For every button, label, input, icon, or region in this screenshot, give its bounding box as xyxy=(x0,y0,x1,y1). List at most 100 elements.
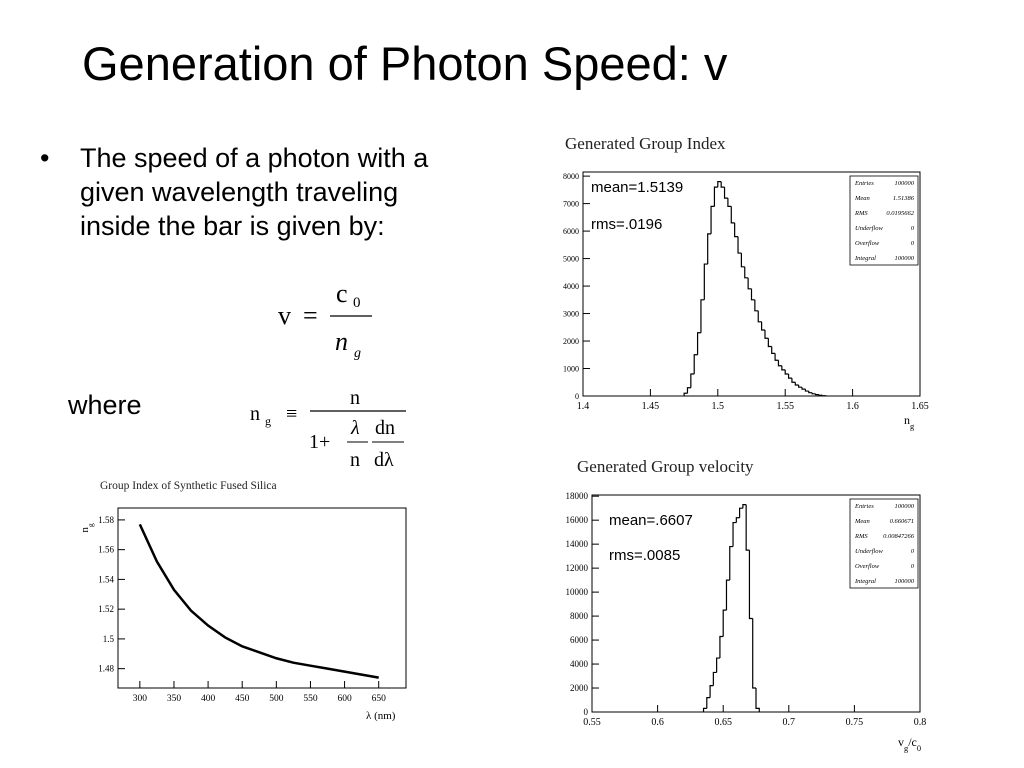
histogram-bin xyxy=(683,392,688,396)
axis-label: ng xyxy=(904,413,915,431)
stats-label: Mean xyxy=(854,518,870,525)
histogram-bin xyxy=(713,186,718,207)
stats-value: 0.660671 xyxy=(890,518,914,525)
y-tick-label: 1.58 xyxy=(98,515,114,525)
histogram-bin xyxy=(737,236,742,254)
histogram-bin xyxy=(717,181,722,188)
x-tick-label: 0.8 xyxy=(914,717,927,728)
histogram-bin xyxy=(740,253,745,268)
histogram-bin xyxy=(745,504,750,551)
histogram-bin xyxy=(757,310,762,323)
histogram-bin xyxy=(787,374,792,379)
axis-label-part: 0 xyxy=(917,744,921,753)
x-tick-label: 350 xyxy=(167,694,182,704)
x-tick-label: 0.55 xyxy=(583,717,601,728)
stats-value: 0 xyxy=(911,563,915,570)
y-tick-label: 1.48 xyxy=(98,664,114,674)
histogram-bin xyxy=(798,385,803,388)
x-tick-label: 1.6 xyxy=(846,401,859,412)
histogram-bin xyxy=(755,688,760,712)
histogram-bin xyxy=(761,321,765,331)
stats-value: 0 xyxy=(911,240,915,247)
stats-label: RMS xyxy=(854,210,868,217)
stats-label: Underflow xyxy=(855,548,883,555)
x-tick-label: 0.7 xyxy=(783,717,796,728)
histogram-bin xyxy=(716,657,720,673)
histogram-bin xyxy=(814,393,819,396)
x-tick-label: 0.6 xyxy=(651,717,664,728)
histogram-bin xyxy=(821,395,827,397)
histogram-bin xyxy=(732,521,737,547)
stats-label: Overflow xyxy=(855,563,880,570)
axis-label-part: g xyxy=(904,744,909,753)
x-tick-label: 500 xyxy=(269,694,284,704)
equation-2: n g ≡ n 1+ λ n dn dλ xyxy=(250,387,406,471)
histogram-bin xyxy=(794,382,799,386)
y-tick-label: 6000 xyxy=(570,635,589,645)
histogram-bin xyxy=(750,288,755,301)
stats-label: Underflow xyxy=(855,225,883,232)
stats-value: 0.0195662 xyxy=(886,210,914,217)
axis-label-part: λ (nm) xyxy=(366,710,396,722)
axis-label-part: v xyxy=(898,735,904,749)
y-tick-label: 1.54 xyxy=(98,574,114,584)
histogram-bin xyxy=(764,330,769,339)
bullet: • The speed of a photon with a given wave… xyxy=(40,141,470,243)
histogram-bin xyxy=(719,635,724,659)
histogram-bin xyxy=(710,205,715,234)
y-tick-label: 0 xyxy=(584,707,589,717)
stats-box xyxy=(849,498,919,589)
histogram-bin xyxy=(727,198,732,207)
eq-text: g xyxy=(354,346,361,361)
eq-text: 1+ xyxy=(309,431,330,453)
x-tick-label: 650 xyxy=(372,694,387,704)
axis-label-part: g xyxy=(910,422,915,431)
histogram-bin xyxy=(729,545,734,581)
y-tick-label: 1.52 xyxy=(98,604,114,614)
axis-label-part: /c xyxy=(908,735,917,749)
y-tick-label: 1000 xyxy=(563,365,579,374)
plot-frame xyxy=(591,494,921,713)
stats-label: Mean xyxy=(854,195,870,202)
histogram-bin xyxy=(723,187,728,199)
eq-text: n xyxy=(250,403,260,425)
x-tick-label: 300 xyxy=(133,694,148,704)
annotation: mean=.6607 xyxy=(609,512,693,529)
y-tick-label: 10000 xyxy=(566,587,589,597)
eq-text: dλ xyxy=(374,449,394,471)
stats-box xyxy=(849,175,919,266)
histogram-bin xyxy=(742,503,747,509)
y-tick-label: 2000 xyxy=(570,683,589,693)
histogram-bin xyxy=(767,338,772,348)
histogram-bin xyxy=(734,222,739,238)
eq-text: 0 xyxy=(353,295,361,311)
axis-label: vg/c0 xyxy=(898,735,921,753)
stats-value: 100000 xyxy=(895,578,915,585)
histogram-bin xyxy=(747,277,752,290)
stats-value: 1.51386 xyxy=(893,195,915,202)
x-tick-label: 1.45 xyxy=(642,401,660,412)
annotation: mean=1.5139 xyxy=(591,179,683,196)
y-tick-label: 16000 xyxy=(566,515,589,525)
y-tick-label: 4000 xyxy=(570,659,589,669)
histogram-bin xyxy=(707,233,712,265)
histogram-bin xyxy=(801,387,806,390)
histogram-bin xyxy=(811,392,816,395)
y-tick-label: 2000 xyxy=(563,337,579,346)
stats-label: RMS xyxy=(854,533,868,540)
histogram-bin xyxy=(700,299,705,333)
histogram-bin xyxy=(735,517,740,523)
histogram-bin xyxy=(709,685,714,698)
y-tick-label: 5000 xyxy=(563,255,579,264)
eq-text: λ xyxy=(350,417,360,439)
histogram-bin xyxy=(720,181,725,188)
histogram-bin xyxy=(808,391,813,394)
y-tick-label: 6000 xyxy=(563,227,579,236)
histogram-bin xyxy=(748,550,753,620)
y-tick-label: 18000 xyxy=(566,491,589,501)
curve xyxy=(138,523,379,679)
chart-title: Generated Group Index xyxy=(565,134,726,153)
where: where xyxy=(67,390,142,420)
histogram-bin xyxy=(791,378,796,383)
y-tick-label: 3000 xyxy=(563,310,579,319)
